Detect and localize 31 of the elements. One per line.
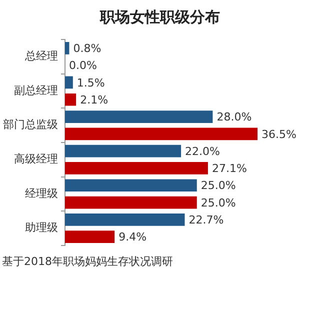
data-label: 28.0% — [216, 110, 252, 124]
data-label: 22.0% — [185, 144, 220, 158]
y-tick-label: 高级经理 — [14, 152, 58, 166]
data-label: 0.0% — [69, 59, 97, 72]
data-label: 0.8% — [73, 42, 102, 56]
bar — [65, 214, 185, 226]
bar — [65, 144, 182, 158]
y-tick-label: 总经理 — [24, 50, 58, 63]
bar — [65, 162, 208, 174]
data-label: 2.1% — [80, 93, 108, 106]
bar — [65, 93, 76, 106]
data-label: 9.4% — [118, 230, 147, 244]
bar — [65, 76, 73, 89]
data-label: 1.5% — [76, 76, 105, 90]
bar — [65, 196, 197, 209]
bar — [65, 42, 70, 54]
y-tick-label: 助理级 — [25, 221, 58, 234]
chart-title: 职场女性职级分布 — [98, 7, 221, 28]
data-label: 27.1% — [212, 162, 247, 176]
bar — [65, 230, 115, 243]
data-label: 36.5% — [262, 128, 296, 141]
bar — [65, 179, 197, 192]
bar — [65, 128, 258, 140]
bar — [65, 110, 213, 123]
data-label: 25.0% — [200, 196, 236, 210]
text: 基于2018年职场妈妈生存状况调研 — [2, 255, 174, 269]
data-label: 25.0% — [200, 179, 236, 192]
data-label: 22.7% — [188, 214, 224, 227]
y-tick-label: 经理级 — [25, 186, 58, 200]
y-tick-label: 部门总监级 — [3, 118, 58, 132]
y-tick-label: 副总经理 — [14, 84, 58, 97]
